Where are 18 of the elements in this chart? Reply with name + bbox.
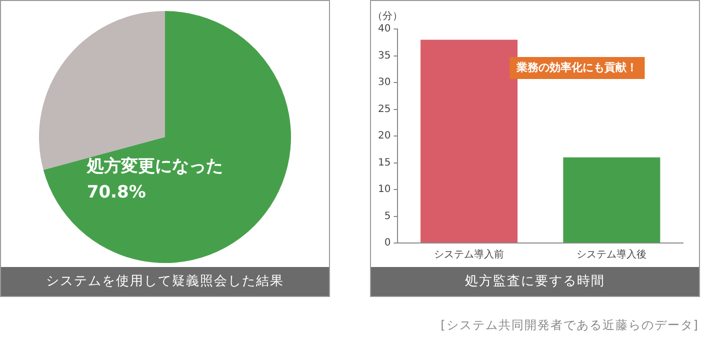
y-tick-label: 0 xyxy=(384,238,391,249)
slice-label: 処方変更になった xyxy=(86,156,223,177)
y-tick-label: 15 xyxy=(378,157,391,168)
y-tick-label: 40 xyxy=(378,24,391,35)
y-tick-label: 20 xyxy=(378,130,391,142)
y-axis-title: （分） xyxy=(372,10,403,22)
annotation: 業務の効率化にも貢献！ xyxy=(516,60,638,74)
y-tick-label: 30 xyxy=(378,77,391,88)
text: システムを使用して疑義照会した結果 xyxy=(1,267,329,296)
y-tick-label: 10 xyxy=(378,184,391,196)
x-tick-label: システム導入後 xyxy=(576,248,647,261)
x-tick-label: システム導入前 xyxy=(434,248,504,261)
y-tick-label: 25 xyxy=(378,104,391,115)
text: 処方監査に要する時間 xyxy=(371,267,699,296)
text: [システム共同開発者である近藤らのデータ] xyxy=(440,317,699,334)
data-label: 70.8% xyxy=(86,182,146,203)
y-tick-label: 5 xyxy=(384,210,391,222)
y-tick-label: 35 xyxy=(378,50,391,62)
